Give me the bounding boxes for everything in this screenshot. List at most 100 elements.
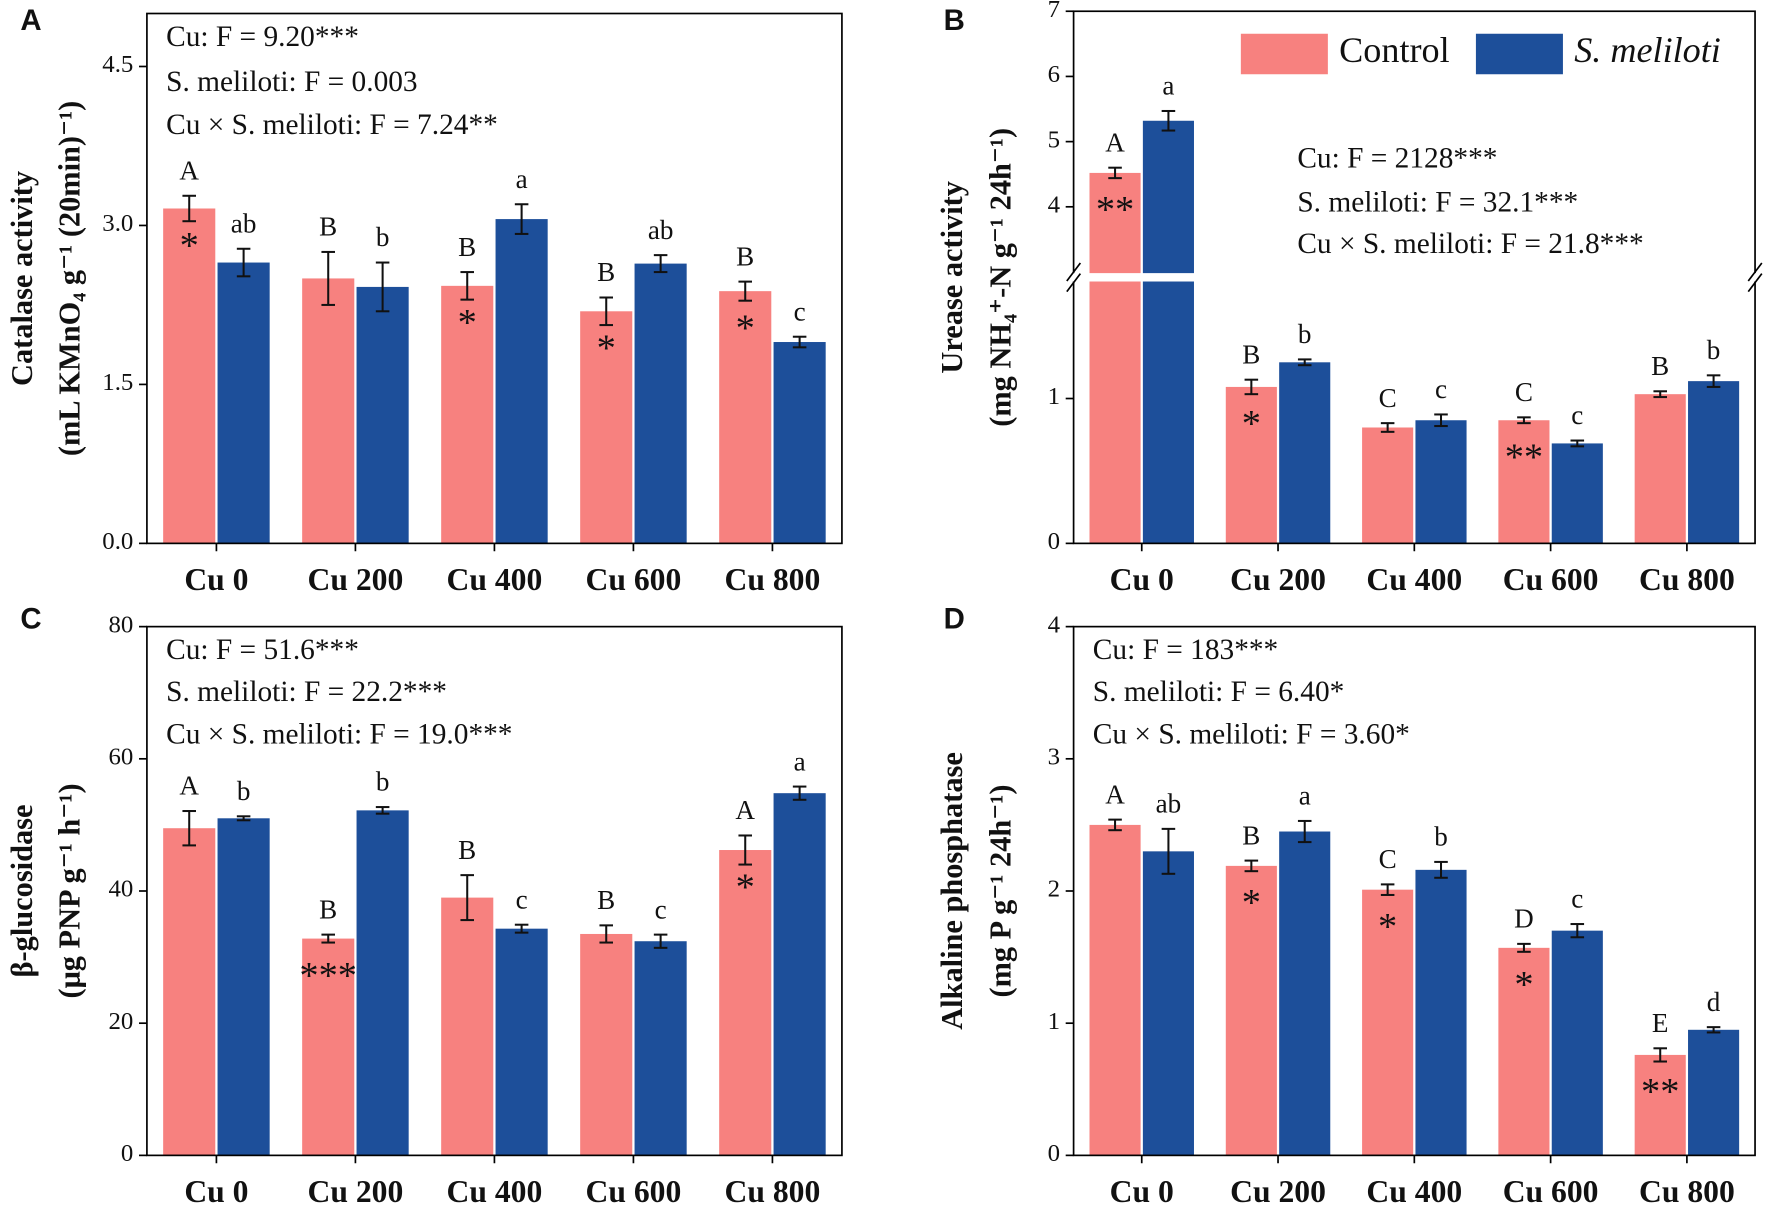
significance-letter: c: [516, 884, 528, 914]
x-tick-label: Cu 600: [586, 562, 682, 597]
significance-letter: B: [1651, 351, 1669, 381]
significance-letter: a: [1299, 781, 1311, 811]
significance-letter: b: [237, 776, 251, 806]
significance-letter: B: [597, 257, 615, 287]
significance-star: *: [1378, 906, 1397, 948]
x-tick-label: Cu 800: [725, 1174, 821, 1209]
significance-letter: B: [319, 894, 337, 924]
significance-letter: A: [1105, 779, 1125, 809]
x-tick-label: Cu 0: [184, 562, 248, 597]
significance-letter: B: [458, 835, 476, 865]
annotation: Cu: F = 2128***: [1297, 143, 1497, 175]
bar: [495, 928, 548, 1156]
significance-letter: c: [1571, 400, 1583, 430]
panel-label: C: [20, 603, 41, 636]
significance-letter: ab: [1156, 789, 1182, 819]
annotation: S. meliloti: F = 32.1***: [1297, 187, 1578, 219]
y-axis-label: (mL KMnO₄ g⁻¹ (20min)⁻¹): [52, 101, 86, 456]
bar: [1279, 831, 1331, 1156]
significance-star: *: [597, 328, 616, 370]
bar: [1225, 865, 1277, 1156]
significance-letter: b: [1707, 335, 1721, 365]
bar: [1142, 120, 1194, 544]
y-tick-label: 20: [108, 1008, 133, 1035]
significance-letter: A: [735, 795, 755, 825]
bar: [441, 285, 494, 544]
y-tick-label: 6: [1048, 61, 1060, 88]
annotation: Cu: F = 51.6***: [166, 634, 359, 666]
y-tick-label: 1.5: [102, 369, 133, 396]
significance-star: **: [1096, 189, 1134, 231]
bar: [1498, 420, 1550, 544]
y-tick-label: 60: [108, 744, 133, 771]
bar: [1415, 869, 1467, 1156]
bar: [1362, 889, 1414, 1156]
x-tick-label: Cu 0: [184, 1174, 248, 1209]
significance-letter: B: [597, 885, 615, 915]
significance-letter: a: [1162, 71, 1174, 101]
annotation: Cu: F = 183***: [1093, 634, 1278, 666]
annotation: S. meliloti: F = 22.2***: [166, 676, 447, 708]
y-axis-label: Urease activity: [935, 181, 969, 374]
x-tick-label: Cu 400: [1366, 562, 1462, 597]
plot-frame: [146, 12, 843, 545]
y-tick-label: 4: [1048, 192, 1061, 219]
significance-star: *: [1242, 403, 1261, 445]
significance-letter: c: [794, 296, 806, 326]
y-tick-label: 5: [1048, 126, 1060, 153]
y-tick-label: 3: [1048, 744, 1060, 771]
bar: [495, 219, 548, 544]
significance-letter: c: [1571, 884, 1583, 914]
bar: [1362, 427, 1414, 544]
x-tick-label: Cu 600: [586, 1174, 682, 1209]
annotation: S. meliloti: F = 6.40*: [1093, 676, 1345, 708]
x-tick-label: Cu 0: [1110, 562, 1174, 597]
significance-letter: c: [655, 894, 667, 924]
bar: [580, 311, 633, 544]
y-tick-label: 40: [108, 876, 133, 903]
significance-star: *: [180, 225, 199, 267]
bar: [302, 938, 355, 1156]
y-tick-label: 80: [108, 611, 133, 638]
significance-star: *: [1242, 882, 1261, 924]
plot-frame: [146, 625, 843, 1157]
significance-letter: A: [179, 771, 199, 801]
y-tick-label: 7: [1048, 0, 1060, 23]
bar: [356, 286, 409, 544]
bar: [1551, 443, 1603, 544]
y-tick-label: 1: [1048, 1008, 1060, 1035]
x-tick-label: Cu 200: [1230, 1174, 1326, 1209]
annotation: S. meliloti: F = 0.003: [166, 66, 418, 98]
significance-star: *: [736, 308, 755, 350]
x-tick-label: Cu 400: [447, 1174, 543, 1209]
break-mark: [1066, 273, 1082, 293]
significance-letter: D: [1514, 904, 1534, 934]
y-axis-label: (mg NH₄⁺-N g⁻¹ 24h⁻¹): [983, 128, 1017, 427]
annotation: Cu × S. meliloti: F = 7.24**: [166, 109, 498, 141]
bar: [441, 897, 494, 1156]
significance-letter: b: [376, 222, 390, 252]
x-tick-label: Cu 800: [725, 562, 821, 597]
panel-label: D: [944, 603, 965, 636]
bar: [1498, 947, 1550, 1156]
bar: [1225, 386, 1277, 544]
significance-letter: a: [794, 746, 806, 776]
bar: [1551, 930, 1603, 1156]
panel-label: A: [20, 4, 41, 37]
significance-letter: B: [458, 232, 476, 262]
significance-letter: A: [179, 156, 199, 186]
significance-star: *: [736, 866, 755, 908]
x-tick-label: Cu 800: [1639, 1174, 1735, 1209]
bar: [1089, 824, 1141, 1156]
legend-label: Control: [1339, 30, 1449, 70]
y-tick-label: 4: [1048, 611, 1061, 638]
x-tick-label: Cu 400: [447, 562, 543, 597]
bar: [1634, 394, 1686, 544]
x-tick-label: Cu 600: [1503, 562, 1599, 597]
bar: [217, 262, 270, 544]
x-tick-label: Cu 200: [308, 562, 404, 597]
y-axis-label: (mg P g⁻¹ 24h⁻¹): [983, 784, 1017, 997]
x-tick-label: Cu 600: [1503, 1174, 1599, 1209]
y-tick-label: 0: [1048, 1140, 1060, 1167]
plot-frame: [1072, 625, 1756, 1157]
